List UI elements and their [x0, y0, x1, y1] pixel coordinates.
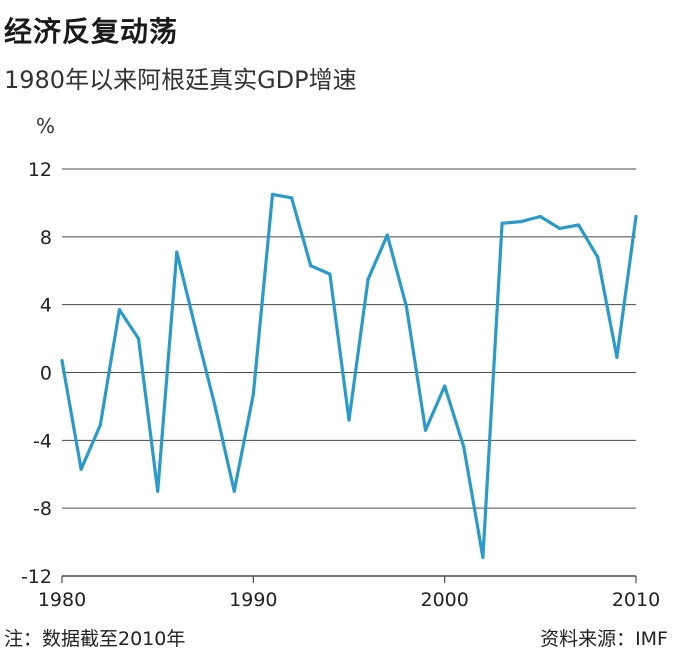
data-point-2009	[615, 355, 619, 359]
data-point-1993	[309, 264, 313, 268]
gridlines	[62, 168, 636, 577]
y-tick-label: 0	[40, 363, 52, 385]
x-tick-label: 2010	[612, 589, 660, 611]
y-tick-label: 12	[28, 159, 52, 181]
y-tick-label: 4	[40, 295, 52, 317]
data-point-2003	[500, 221, 504, 225]
data-point-1998	[404, 304, 408, 308]
series-line-0	[60, 192, 638, 559]
data-point-1980	[60, 359, 64, 363]
data-point-1984	[136, 337, 141, 341]
x-tick-labels: 1980 1990 2000 2010	[38, 576, 660, 611]
data-point-1994	[328, 272, 332, 276]
data-point-1989	[232, 489, 236, 493]
data-point-2004	[519, 220, 523, 224]
data-point-1996	[366, 277, 370, 281]
data-point-2010	[634, 214, 638, 219]
x-tick-label: 2000	[420, 589, 468, 611]
data-point-1981	[79, 467, 83, 471]
y-tick-label: -8	[33, 498, 52, 520]
chart-title: 经济反复动荡	[4, 15, 179, 48]
data-point-2000	[443, 384, 447, 388]
data-point-1991	[270, 192, 275, 196]
data-point-1986	[175, 250, 179, 254]
chart-subtitle: 1980年以来阿根廷真实GDP增速	[4, 66, 357, 94]
y-tick-label: -4	[33, 430, 52, 452]
data-point-1997	[385, 233, 389, 237]
series-layer	[60, 192, 638, 559]
data-point-2005	[538, 214, 542, 219]
data-point-1999	[423, 428, 428, 432]
data-point-1995	[347, 418, 351, 422]
data-point-1987	[194, 328, 198, 332]
x-tick-label: 1980	[38, 589, 86, 611]
data-points	[60, 192, 638, 559]
data-point-1982	[98, 423, 102, 427]
data-point-1990	[251, 392, 255, 397]
data-point-1985	[156, 489, 160, 493]
data-point-1983	[117, 308, 121, 312]
footnote: 注：数据截至2010年	[4, 628, 186, 650]
data-point-2006	[557, 226, 562, 230]
data-point-1992	[290, 196, 294, 200]
data-point-2008	[596, 255, 600, 259]
y-axis-unit-label: %	[36, 114, 56, 138]
data-point-1988	[213, 404, 217, 408]
data-point-2002	[481, 555, 485, 559]
y-tick-labels: 12 8 4 0 -4 -8 -12	[21, 159, 52, 588]
x-tick-label: 1990	[229, 589, 277, 611]
data-point-2001	[462, 445, 466, 449]
y-tick-label: 8	[40, 227, 52, 249]
data-point-2007	[577, 223, 581, 227]
source-credit: 资料来源：IMF	[540, 628, 668, 650]
y-tick-label: -12	[21, 566, 52, 588]
